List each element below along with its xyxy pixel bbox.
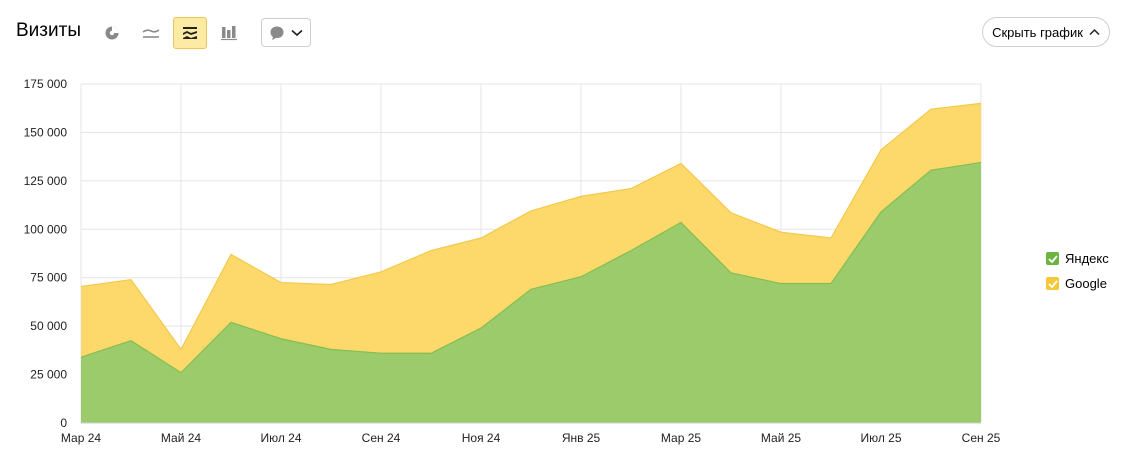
- y-tick-label: 150 000: [24, 125, 68, 139]
- y-tick-label: 125 000: [24, 174, 68, 188]
- legend-item-yandex[interactable]: Яндекс: [1046, 246, 1109, 271]
- x-tick-label: Сен 25: [962, 431, 1001, 445]
- chevron-up-icon: [1089, 28, 1100, 36]
- x-tick-label: Июл 25: [860, 431, 901, 445]
- pie-chart-icon: [105, 26, 119, 40]
- x-tick-label: Сен 24: [362, 431, 401, 445]
- series-line-yandex: [80, 161, 982, 374]
- y-tick-label: 25 000: [30, 368, 67, 382]
- x-tick-label: Мар 25: [661, 431, 701, 445]
- y-tick-label: 50 000: [30, 319, 67, 333]
- stacked-area-button[interactable]: [173, 17, 207, 49]
- hide-chart-button[interactable]: Скрыть график: [982, 17, 1110, 47]
- chevron-down-icon: [291, 29, 303, 36]
- y-tick-label: 75 000: [30, 271, 67, 285]
- x-tick-label: Мар 24: [61, 431, 101, 445]
- stacked-area-icon: [183, 27, 197, 39]
- legend-label: Яндекс: [1065, 251, 1109, 266]
- page-title: Визиты: [16, 20, 81, 41]
- y-tick-label: 0: [60, 416, 67, 430]
- x-tick-label: Янв 25: [562, 431, 601, 445]
- y-tick-label: 175 000: [24, 77, 68, 91]
- line-chart-button[interactable]: [134, 17, 168, 49]
- x-tick-label: Май 24: [161, 431, 202, 445]
- stacked-bar-icon: [221, 26, 237, 41]
- stacked-bar-button[interactable]: [212, 17, 246, 49]
- chart-areas: [80, 102, 982, 423]
- comment-icon: [270, 26, 284, 40]
- legend-item-google[interactable]: Google: [1046, 271, 1109, 296]
- y-tick-label: 100 000: [24, 222, 68, 236]
- chart-axes: 0 25 000 50 000 75 000 100 000 125 000 150 000…: [24, 77, 1001, 445]
- series-area-yandex: [81, 162, 981, 423]
- line-chart-icon: [142, 29, 160, 38]
- chart-legend: Яндекс Google: [1046, 246, 1109, 296]
- x-tick-label: Июл 24: [260, 431, 301, 445]
- checkbox-checked-icon[interactable]: [1046, 252, 1059, 265]
- x-tick-label: Май 25: [761, 431, 802, 445]
- pie-chart-button[interactable]: [95, 17, 129, 49]
- legend-label: Google: [1065, 276, 1107, 291]
- checkbox-checked-icon[interactable]: [1046, 277, 1059, 290]
- series-area-google: [81, 103, 981, 373]
- hide-chart-label: Скрыть график: [992, 24, 1083, 40]
- comments-dropdown[interactable]: [261, 18, 311, 47]
- x-tick-label: Ноя 24: [462, 431, 501, 445]
- series-line-google: [80, 102, 982, 351]
